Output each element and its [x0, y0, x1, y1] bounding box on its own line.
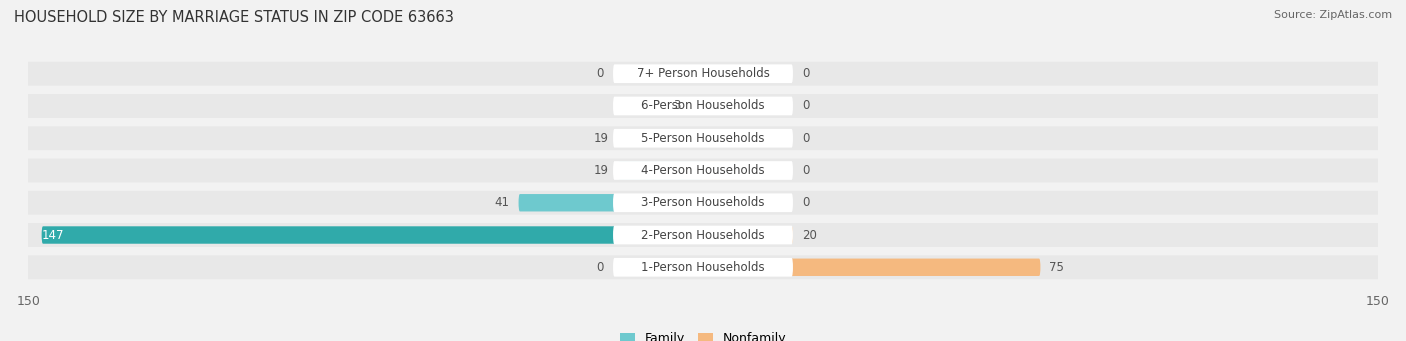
Text: 19: 19 — [593, 164, 609, 177]
FancyBboxPatch shape — [20, 62, 1386, 86]
FancyBboxPatch shape — [20, 126, 1386, 150]
Text: 2-Person Households: 2-Person Households — [641, 228, 765, 241]
Text: 4-Person Households: 4-Person Households — [641, 164, 765, 177]
FancyBboxPatch shape — [703, 130, 740, 147]
FancyBboxPatch shape — [703, 65, 740, 83]
Text: 0: 0 — [596, 67, 605, 80]
Text: 0: 0 — [801, 100, 810, 113]
Text: 5-Person Households: 5-Person Households — [641, 132, 765, 145]
FancyBboxPatch shape — [703, 162, 740, 179]
Text: Source: ZipAtlas.com: Source: ZipAtlas.com — [1274, 10, 1392, 20]
FancyBboxPatch shape — [20, 159, 1386, 182]
Text: 7+ Person Households: 7+ Person Households — [637, 67, 769, 80]
FancyBboxPatch shape — [613, 193, 793, 212]
FancyBboxPatch shape — [703, 97, 740, 115]
FancyBboxPatch shape — [613, 97, 793, 115]
Text: 0: 0 — [801, 164, 810, 177]
Text: 19: 19 — [593, 132, 609, 145]
FancyBboxPatch shape — [20, 191, 1386, 215]
Legend: Family, Nonfamily: Family, Nonfamily — [614, 327, 792, 341]
Text: 0: 0 — [801, 196, 810, 209]
FancyBboxPatch shape — [666, 97, 703, 115]
Text: 75: 75 — [1049, 261, 1064, 274]
Text: 3-Person Households: 3-Person Households — [641, 196, 765, 209]
Text: 0: 0 — [801, 132, 810, 145]
Text: 20: 20 — [801, 228, 817, 241]
Text: 0: 0 — [801, 67, 810, 80]
FancyBboxPatch shape — [20, 223, 1386, 247]
FancyBboxPatch shape — [613, 258, 793, 277]
Text: 41: 41 — [495, 196, 509, 209]
Text: 6-Person Households: 6-Person Households — [641, 100, 765, 113]
FancyBboxPatch shape — [20, 255, 1386, 279]
FancyBboxPatch shape — [703, 194, 740, 211]
FancyBboxPatch shape — [703, 258, 1040, 276]
FancyBboxPatch shape — [617, 130, 703, 147]
Text: HOUSEHOLD SIZE BY MARRIAGE STATUS IN ZIP CODE 63663: HOUSEHOLD SIZE BY MARRIAGE STATUS IN ZIP… — [14, 10, 454, 25]
FancyBboxPatch shape — [613, 226, 793, 244]
Text: 147: 147 — [42, 228, 65, 241]
FancyBboxPatch shape — [519, 194, 703, 211]
FancyBboxPatch shape — [20, 94, 1386, 118]
Text: 3: 3 — [673, 100, 681, 113]
FancyBboxPatch shape — [703, 226, 793, 244]
FancyBboxPatch shape — [613, 129, 793, 148]
FancyBboxPatch shape — [666, 258, 703, 276]
FancyBboxPatch shape — [666, 65, 703, 83]
Text: 0: 0 — [596, 261, 605, 274]
FancyBboxPatch shape — [613, 64, 793, 83]
FancyBboxPatch shape — [613, 161, 793, 180]
FancyBboxPatch shape — [617, 162, 703, 179]
Text: 1-Person Households: 1-Person Households — [641, 261, 765, 274]
FancyBboxPatch shape — [42, 226, 703, 244]
